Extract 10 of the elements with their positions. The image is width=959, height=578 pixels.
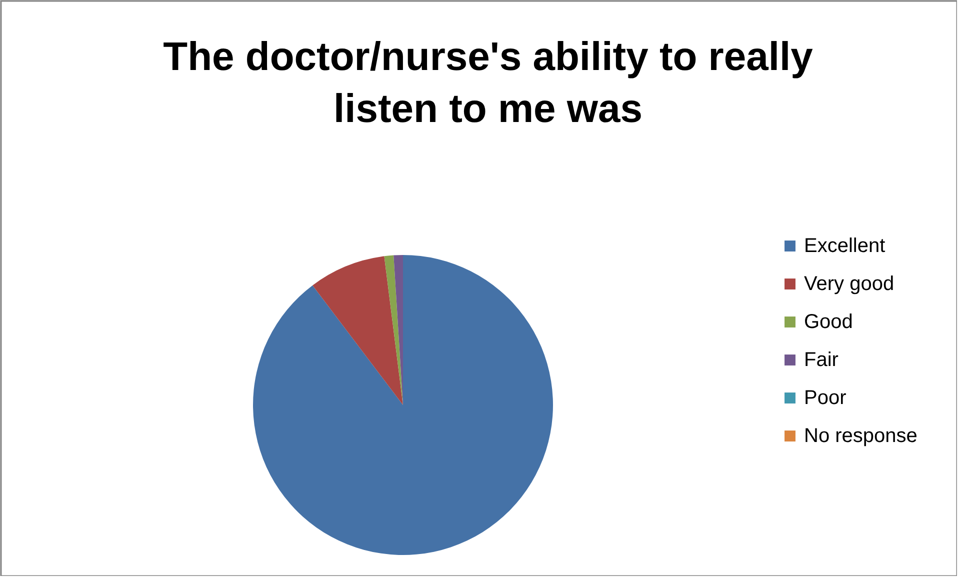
legend-label: Excellent — [804, 235, 886, 257]
pie-slice — [253, 255, 553, 555]
pie-slice — [384, 255, 403, 405]
legend-label: Poor — [804, 387, 847, 409]
legend-label: Fair — [804, 349, 839, 371]
legend-label: No response — [804, 425, 918, 447]
legend-label: Good — [804, 311, 853, 333]
chart-title: The doctor/nurse's ability to really listen to me was — [163, 35, 814, 131]
legend-label: Very good — [804, 273, 894, 295]
pie-slice — [312, 256, 403, 405]
